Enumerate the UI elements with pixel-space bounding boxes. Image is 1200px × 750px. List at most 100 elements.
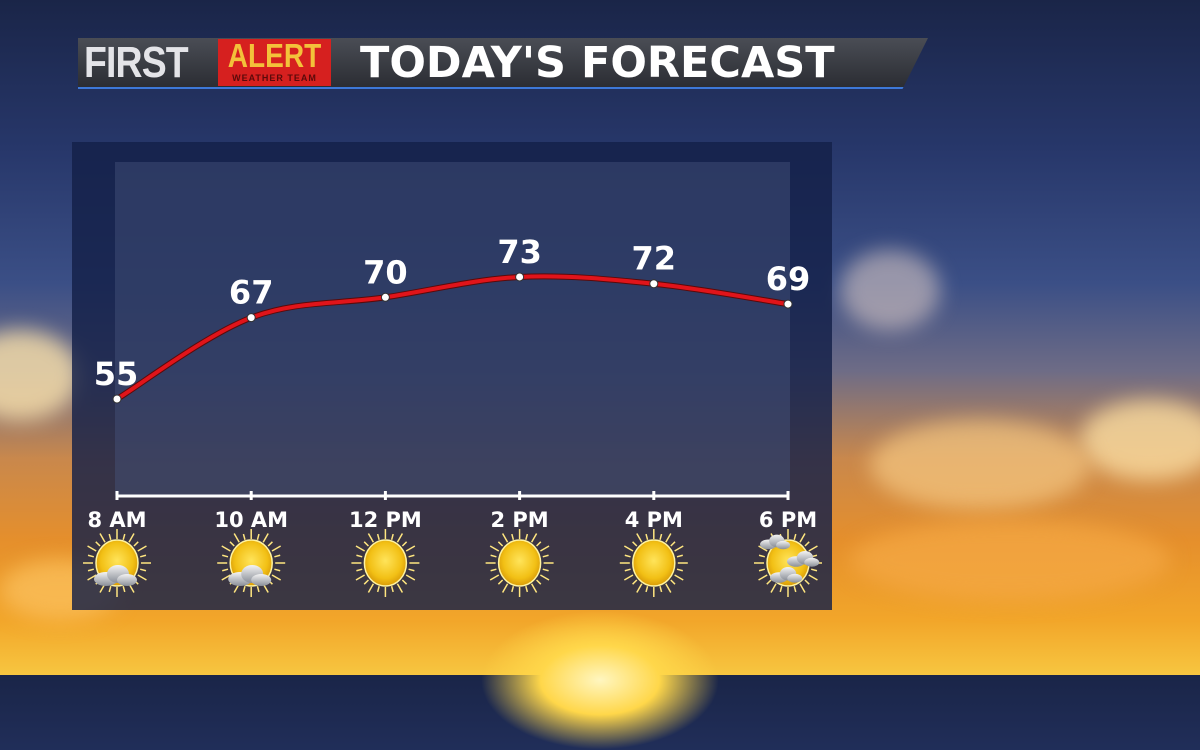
logo-weather-team: WEATHER TEAM: [232, 73, 317, 83]
sun-ray: [770, 583, 777, 593]
sun-ray: [623, 574, 634, 581]
logo-first: FIRST: [84, 38, 189, 87]
sun-ray: [536, 541, 542, 547]
sun-ray: [793, 533, 797, 541]
sunny-icon: [485, 529, 554, 597]
sun-ray: [536, 579, 542, 585]
x-tick-label: 10 AM: [214, 508, 288, 532]
sun-ray: [233, 533, 240, 543]
sun-ray: [396, 533, 404, 543]
sun-ray: [804, 579, 810, 585]
mostly-sunny-icon: [754, 529, 822, 597]
x-tick-label: 6 PM: [759, 508, 817, 532]
sun-ray: [262, 533, 269, 543]
sun-ray: [242, 585, 246, 593]
sun-ray: [674, 545, 684, 552]
sun-ray: [274, 554, 281, 558]
sun-ray: [501, 533, 509, 543]
sun-ray: [137, 545, 147, 552]
sun-ray: [540, 545, 550, 552]
logo-alert: ALERT: [227, 37, 322, 74]
chart-panel: 8 AM 10 AM 12 PM 2 PM 4 PM 6 PM 55 67 70 73 72 69: [72, 142, 832, 610]
sun-ray: [367, 583, 375, 593]
sun-ray: [623, 545, 634, 552]
sun-ray: [758, 554, 766, 558]
sun-ray: [810, 568, 818, 572]
cloud-icon: [228, 565, 272, 586]
sun-ray: [355, 574, 365, 581]
sun-ray: [489, 574, 500, 581]
cloud-icon: [760, 534, 791, 550]
sun-ray: [108, 585, 112, 593]
sun-ray: [670, 541, 676, 547]
data-point: [380, 292, 390, 302]
sun-ray: [624, 554, 631, 558]
sun-ray: [363, 541, 369, 547]
sun-rays: [351, 529, 420, 597]
data-label: 72: [632, 240, 677, 278]
sun-rays: [485, 529, 554, 597]
sun-ray: [490, 554, 497, 558]
cloud-icon: [770, 567, 803, 583]
sun-ray: [670, 579, 676, 585]
sun-ray: [497, 579, 504, 585]
sun-ray: [542, 568, 549, 572]
sun-ray: [355, 545, 365, 552]
sun-ray: [87, 545, 97, 552]
x-tick-label: 12 PM: [349, 508, 422, 532]
sun-ray: [390, 585, 394, 593]
sun-ray: [222, 554, 229, 558]
cloud-puff: [804, 557, 820, 567]
partly-sunny-icon: [217, 529, 286, 597]
sun-ray: [665, 533, 672, 543]
sun-ray: [489, 545, 500, 552]
sun-ray: [137, 574, 147, 581]
background-cloud: [0, 330, 80, 420]
sun-rays: [217, 529, 286, 597]
x-tick-label: 2 PM: [490, 508, 548, 532]
sun-ray: [636, 583, 643, 593]
sun-ray: [87, 574, 97, 581]
data-label: 55: [94, 355, 139, 393]
sun-ray: [758, 545, 768, 552]
sun-ray: [363, 579, 369, 585]
sun-ray: [799, 583, 806, 593]
sun-ray: [408, 568, 415, 572]
sun-ray: [779, 585, 783, 593]
sun-ray: [525, 533, 529, 541]
sun-ray: [766, 579, 772, 585]
sun-ray: [808, 574, 818, 581]
sun-ray: [256, 533, 260, 541]
background-cloud: [1080, 400, 1200, 480]
background-cloud: [840, 250, 940, 330]
sun-ray: [221, 574, 231, 581]
data-point: [112, 394, 122, 404]
cloud-puff: [787, 573, 803, 583]
sun-ray: [267, 541, 273, 547]
sun-ray: [624, 568, 631, 572]
sun-ray: [665, 583, 672, 593]
sun-ray: [636, 533, 643, 543]
sun-ray: [108, 533, 112, 541]
sun-ray: [390, 533, 394, 541]
x-tick-label: 4 PM: [625, 508, 683, 532]
sun-ray: [367, 533, 375, 543]
sun-ray: [139, 568, 147, 572]
sun-ray: [222, 568, 229, 572]
data-label: 67: [229, 274, 274, 312]
sun-ray: [497, 541, 504, 547]
sun-ray: [645, 585, 649, 593]
sun-ray: [396, 583, 404, 593]
sun-ray: [128, 533, 135, 543]
sun-ray: [542, 554, 549, 558]
sun-ray: [405, 574, 416, 581]
background-cloud: [870, 420, 1090, 510]
sun-ray: [804, 541, 810, 547]
cloud-puff: [776, 540, 791, 550]
sun-ray: [758, 568, 766, 572]
sun-ray: [511, 533, 515, 541]
data-point: [515, 272, 525, 282]
sun-ray: [645, 533, 649, 541]
logo-alert-box: ALERT WEATHER TEAM: [218, 39, 331, 86]
sun-ray: [356, 554, 363, 558]
